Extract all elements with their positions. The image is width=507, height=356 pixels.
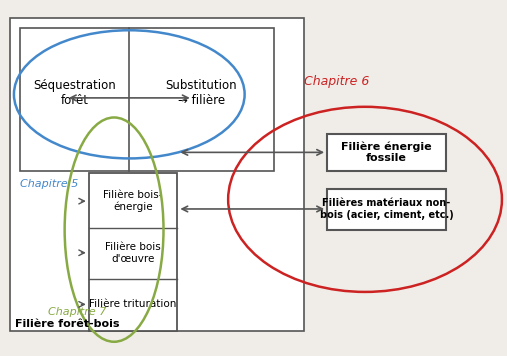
Text: Séquestration
forêt: Séquestration forêt [33,79,116,106]
Text: Chapitre 5: Chapitre 5 [20,179,79,189]
Bar [327,134,446,171]
Bar [10,18,304,331]
Text: Filière trituration: Filière trituration [89,299,177,309]
Bar [89,173,177,331]
Text: Filière bois
d'œuvre: Filière bois d'œuvre [105,242,161,263]
Text: Chapitre 6: Chapitre 6 [304,75,370,88]
Text: Filière forêt-bois: Filière forêt-bois [15,319,120,329]
Text: Substitution
→ filière: Substitution → filière [166,79,237,106]
Text: Filières matériaux non-
bois (acier, ciment, etc.): Filières matériaux non- bois (acier, cim… [320,198,453,220]
Text: Chapitre 7: Chapitre 7 [48,307,106,317]
Bar [20,28,274,171]
Text: Filière énergie
fossile: Filière énergie fossile [341,141,432,163]
Text: Filière bois-
énergie: Filière bois- énergie [103,190,163,212]
Bar [327,189,446,230]
